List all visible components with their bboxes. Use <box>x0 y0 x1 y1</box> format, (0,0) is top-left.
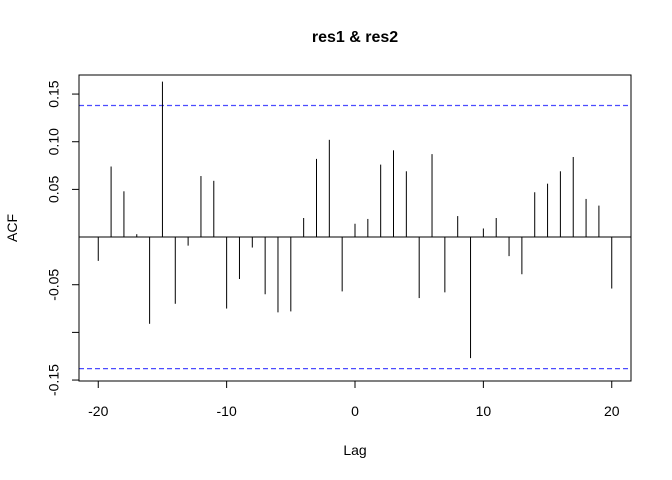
x-tick-label: -20 <box>88 403 108 419</box>
x-axis-label: Lag <box>343 442 366 458</box>
chart-title: res1 & res2 <box>312 29 398 46</box>
x-tick-label: -10 <box>217 403 237 419</box>
y-tick-label: -0.05 <box>46 269 62 301</box>
y-tick-label: 0.05 <box>46 176 62 203</box>
y-tick-label: 0.10 <box>46 128 62 155</box>
x-tick-label: 10 <box>476 403 492 419</box>
y-tick-label: 0.15 <box>46 80 62 107</box>
x-tick-label: 0 <box>351 403 359 419</box>
x-axis: -20 -10 0 10 20 <box>88 380 620 419</box>
y-axis-label: ACF <box>4 214 20 242</box>
y-axis: -0.15 -0.05 0.05 0.10 0.15 <box>46 80 80 396</box>
y-tick-label: -0.15 <box>46 364 62 396</box>
plot-layer <box>79 81 631 370</box>
x-tick-label: 20 <box>604 403 620 419</box>
